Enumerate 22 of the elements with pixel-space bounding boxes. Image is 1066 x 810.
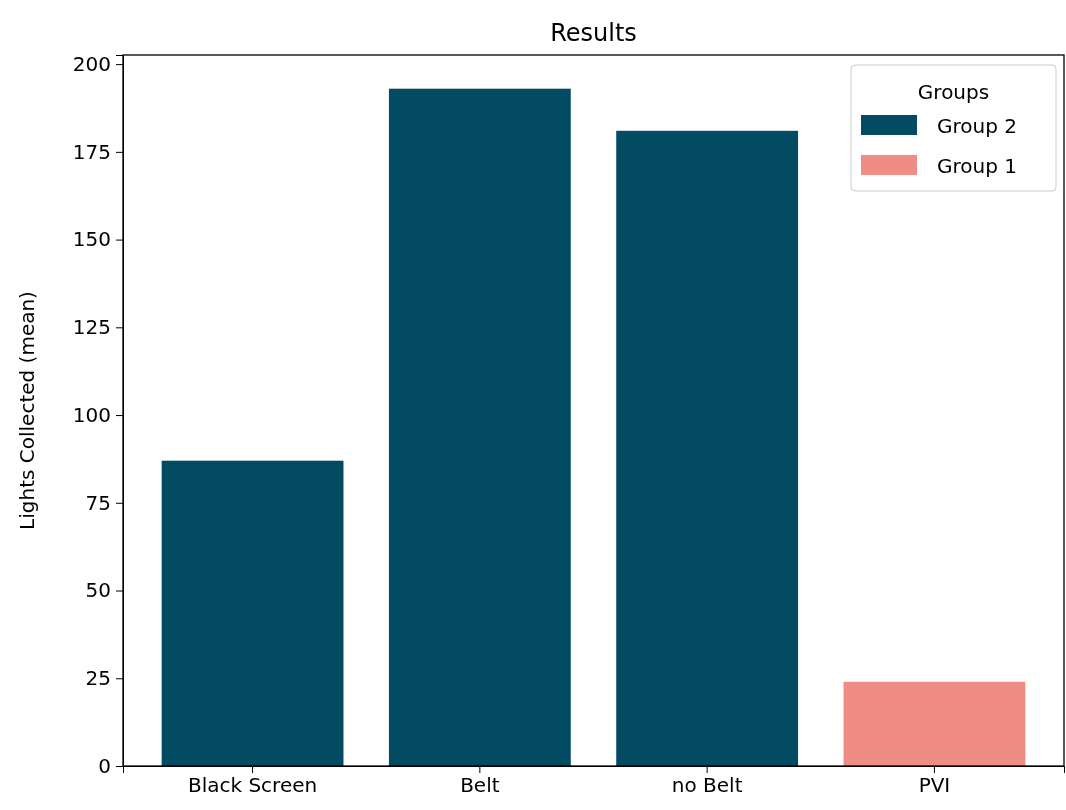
y-tick-label: 25 bbox=[85, 666, 111, 691]
bar bbox=[616, 130, 799, 766]
y-axis-title: Lights Collected (mean) bbox=[15, 291, 39, 530]
legend-label: Group 1 bbox=[937, 154, 1017, 178]
y-tick-label: 125 bbox=[72, 315, 111, 340]
y-tick-label: 75 bbox=[85, 490, 111, 515]
y-tick-label: 150 bbox=[72, 227, 111, 252]
x-tick-label: PVI bbox=[918, 773, 951, 798]
y-tick-label: 175 bbox=[72, 139, 111, 164]
bar bbox=[843, 681, 1026, 766]
bar bbox=[161, 460, 344, 766]
x-tick-label: Black Screen bbox=[187, 773, 318, 798]
y-tick-label: 200 bbox=[72, 52, 111, 77]
x-tick-label: no Belt bbox=[671, 773, 743, 798]
legend-label: Group 2 bbox=[937, 114, 1017, 138]
y-tick-label: 100 bbox=[72, 402, 111, 427]
legend-title: Groups bbox=[917, 80, 990, 104]
y-tick-label: 0 bbox=[98, 753, 111, 778]
bar bbox=[388, 88, 571, 766]
chart-title: Results bbox=[550, 19, 637, 47]
x-tick-label: Belt bbox=[460, 773, 500, 798]
y-tick-label: 50 bbox=[85, 578, 111, 603]
